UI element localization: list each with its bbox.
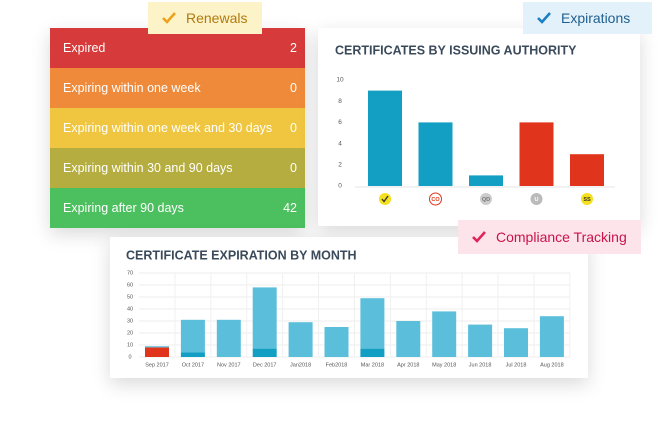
status-row: Expiring within 30 and 90 days 0 xyxy=(50,148,305,188)
y-tick-label: 70 xyxy=(127,270,133,276)
category-icon xyxy=(480,193,492,205)
y-tick-label: 20 xyxy=(127,330,133,336)
bar-segment xyxy=(468,324,493,357)
x-tick-label: Oct 2017 xyxy=(182,362,204,368)
y-tick-label: 60 xyxy=(127,282,133,288)
x-tick-label: SS xyxy=(583,197,591,203)
x-tick-label: Aug 2018 xyxy=(540,362,564,368)
category-icon xyxy=(429,192,442,206)
bar-segment xyxy=(324,327,349,357)
bar-segment xyxy=(360,298,385,349)
chart-title: CERTIFICATE EXPIRATION BY MONTH xyxy=(126,248,357,262)
y-tick-label: 50 xyxy=(127,294,133,300)
bar-segment xyxy=(504,328,528,357)
bar xyxy=(570,154,604,186)
bar xyxy=(469,175,503,186)
tag-label: Expirations xyxy=(561,10,631,26)
status-count: 0 xyxy=(290,121,297,135)
x-tick-label: Apr 2018 xyxy=(397,362,419,368)
x-tick-label: Jun 2018 xyxy=(469,362,492,368)
x-tick-label: Feb2018 xyxy=(326,362,348,368)
status-row: Expiring after 90 days 42 xyxy=(50,188,305,228)
bar-segment xyxy=(432,311,457,357)
x-tick-label: QD xyxy=(482,197,490,203)
bar-segment xyxy=(252,348,277,357)
category-icon xyxy=(581,193,593,205)
x-tick-label: CO xyxy=(431,197,440,203)
status-label: Expiring within one week and 30 days xyxy=(63,121,273,135)
y-tick-label: 4 xyxy=(338,140,342,147)
bar xyxy=(418,122,453,186)
status-label: Expiring after 90 days xyxy=(63,201,184,215)
bar-segment xyxy=(216,319,241,357)
tag: Expirations xyxy=(523,2,652,34)
status-label: Expiring within one week xyxy=(63,81,201,95)
bar-segment xyxy=(360,348,385,357)
bar-segment xyxy=(180,352,205,357)
y-tick-label: 6 xyxy=(338,119,342,126)
y-tick-label: 0 xyxy=(338,183,342,190)
chart-title: CERTIFICATES BY ISSUING AUTHORITY xyxy=(335,43,577,57)
x-tick-label: U xyxy=(535,197,539,203)
check-icon xyxy=(537,12,551,24)
status-row: Expiring within one week and 30 days 0 xyxy=(50,108,305,148)
y-tick-label: 2 xyxy=(338,162,342,169)
y-tick-label: 30 xyxy=(127,318,133,324)
status-count: 0 xyxy=(290,81,297,95)
bar-segment xyxy=(288,322,313,357)
bar xyxy=(368,90,402,186)
x-tick-label: Mar 2018 xyxy=(361,362,384,368)
check-icon xyxy=(472,231,486,243)
y-tick-label: 8 xyxy=(338,98,342,105)
x-tick-label: Sep 2017 xyxy=(145,362,169,368)
y-tick-label: 0 xyxy=(128,354,131,360)
bar-segment xyxy=(180,319,205,353)
status-label: Expiring within 30 and 90 days xyxy=(63,161,233,175)
x-tick-label: Dec 2017 xyxy=(253,362,277,368)
status-label: Expired xyxy=(63,41,106,55)
y-tick-label: 10 xyxy=(336,77,344,84)
bar-segment xyxy=(145,346,169,348)
bar-segment xyxy=(145,347,169,357)
status-count: 0 xyxy=(290,161,297,175)
status-panel: Expired 2 Expiring within one week 0 Expirin… xyxy=(50,28,305,228)
y-tick-label: 40 xyxy=(127,306,133,312)
status-row: Expired 2 xyxy=(50,28,305,68)
check-icon xyxy=(162,12,176,24)
bar-segment xyxy=(396,321,421,357)
x-tick-label: Nov 2017 xyxy=(217,362,241,368)
status-count: 2 xyxy=(290,41,297,55)
check-icon xyxy=(381,195,389,203)
bar xyxy=(519,122,554,186)
bar-segment xyxy=(539,316,564,357)
bar-segment xyxy=(252,287,277,349)
y-tick-label: 10 xyxy=(127,342,133,348)
x-tick-label: May 2018 xyxy=(432,362,456,368)
tag-label: Renewals xyxy=(186,10,248,26)
x-tick-label: Jan2018 xyxy=(290,362,311,368)
status-count: 42 xyxy=(283,201,297,215)
tag-label: Compliance Tracking xyxy=(496,229,627,245)
tag: Compliance Tracking xyxy=(458,220,641,254)
x-tick-label: Jul 2018 xyxy=(506,362,527,368)
category-icon xyxy=(379,193,391,205)
tag: Renewals xyxy=(148,2,262,34)
status-row: Expiring within one week 0 xyxy=(50,68,305,108)
category-icon xyxy=(530,193,543,205)
